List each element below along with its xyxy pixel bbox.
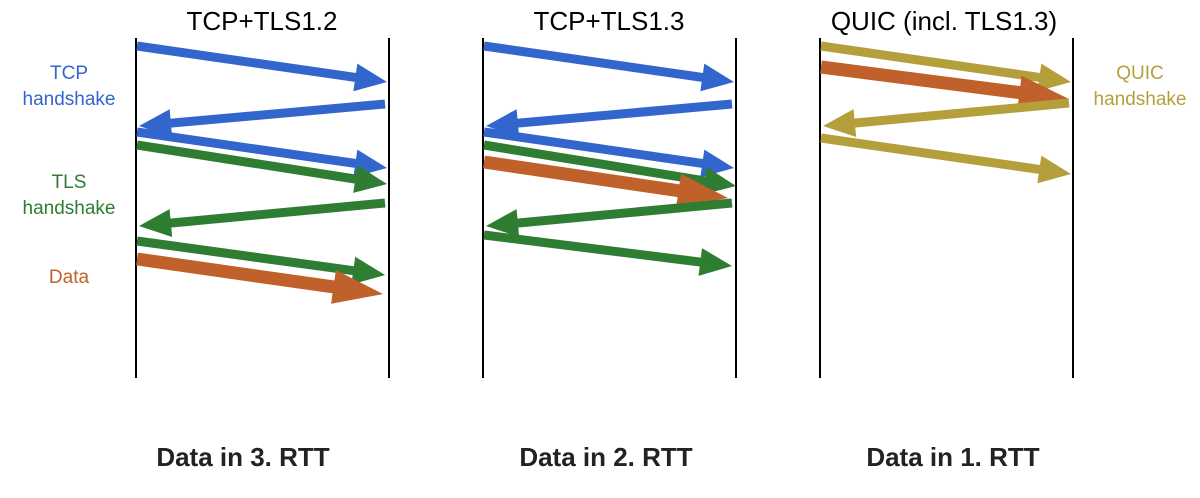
legend-tcp-handshake: TCP handshake (23, 63, 116, 110)
message-arrow-tcp (486, 99, 733, 138)
legend-tls-handshake: TLS handshake (23, 172, 116, 219)
arrow-head (698, 248, 732, 276)
arrow-head (139, 109, 173, 138)
arrows-layer (136, 41, 1071, 304)
arrow-shaft (136, 140, 359, 184)
arrow-shaft (483, 230, 703, 267)
panel-tcp-tls12: TCP+TLS1.2 Data in 3. RTT (135, 6, 390, 472)
legend-label-line: handshake (1094, 89, 1187, 110)
arrow-shaft (168, 99, 386, 128)
arrow-head (353, 63, 387, 92)
panel-title: QUIC (incl. TLS1.3) (831, 6, 1057, 36)
arrow-shaft (136, 41, 358, 83)
arrow-shaft (136, 252, 337, 294)
arrow-shaft (820, 60, 1023, 100)
arrow-shaft (483, 140, 708, 186)
arrow-shaft (515, 198, 733, 228)
panel-caption: Data in 2. RTT (519, 442, 692, 472)
message-arrow-tls (136, 236, 385, 285)
arrow-shaft (136, 127, 358, 169)
message-arrow-tls (139, 198, 386, 237)
message-arrow-quic (820, 41, 1071, 92)
legend-label-line: TCP (50, 63, 88, 84)
arrow-shaft (820, 133, 1042, 175)
legend-label-line: TLS (52, 172, 87, 193)
panel-title: TCP+TLS1.2 (186, 6, 337, 36)
arrow-shaft (483, 127, 705, 169)
panel-caption: Data in 3. RTT (156, 442, 329, 472)
arrow-head (486, 209, 520, 237)
message-arrow-tls (483, 230, 732, 276)
message-arrow-tls (483, 140, 736, 195)
message-arrow-quic (823, 98, 1070, 137)
message-arrow-tcp (483, 41, 734, 92)
legend-label-line: Data (49, 267, 90, 288)
message-arrow-quic (820, 133, 1071, 184)
arrow-shaft (515, 99, 733, 128)
arrow-shaft (852, 98, 1070, 128)
arrow-head (1037, 155, 1071, 184)
legend-label-line: QUIC (1116, 63, 1164, 84)
message-arrow-tcp (136, 41, 387, 92)
message-arrow-data (483, 155, 728, 208)
legend-label-line: handshake (23, 198, 116, 219)
panel-tcp-tls13: TCP+TLS1.3 Data in 2. RTT (482, 6, 737, 472)
arrow-shaft (136, 236, 356, 276)
arrow-head (700, 149, 734, 178)
legend-data: Data (49, 267, 90, 288)
arrow-head (700, 63, 734, 92)
message-arrow-data (136, 252, 383, 304)
arrow-head (331, 270, 383, 304)
message-arrow-tls (136, 140, 387, 193)
panel-caption: Data in 1. RTT (866, 442, 1039, 472)
arrow-head (353, 165, 387, 193)
panel-quic: QUIC (incl. TLS1.3) Data in 1. RTT (819, 6, 1074, 472)
legend-quic-handshake: QUIC handshake (1094, 63, 1187, 110)
message-arrow-tls (486, 198, 733, 237)
arrow-head (823, 109, 857, 137)
message-arrow-tcp (139, 99, 386, 138)
arrow-head (351, 256, 385, 285)
arrow-shaft (820, 41, 1042, 83)
panel-title: TCP+TLS1.3 (533, 6, 684, 36)
arrow-shaft (483, 41, 705, 83)
arrow-head (676, 173, 728, 208)
legend-label-line: handshake (23, 89, 116, 110)
arrow-head (1037, 63, 1071, 92)
arrow-shaft (168, 198, 386, 228)
arrow-head (702, 167, 736, 195)
arrow-shaft (483, 155, 682, 198)
arrow-head (486, 109, 520, 138)
arrow-head (139, 209, 173, 237)
